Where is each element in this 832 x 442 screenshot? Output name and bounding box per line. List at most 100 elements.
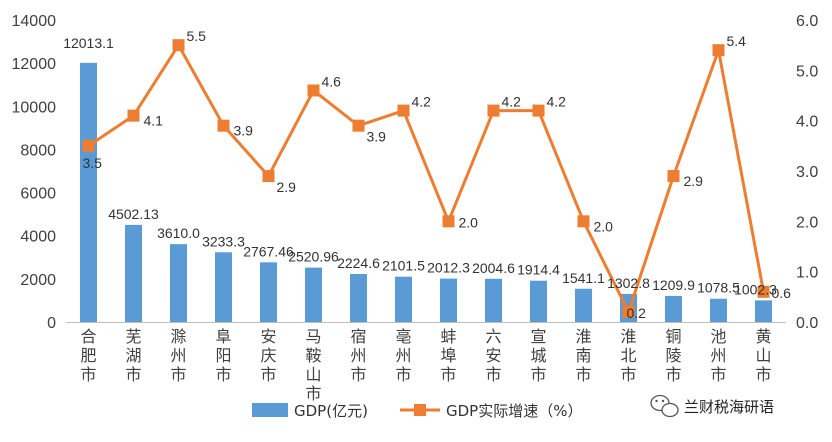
category-label: 宿: [350, 327, 366, 346]
watermark: 兰财税海研语: [650, 394, 774, 418]
bar: [350, 274, 367, 322]
category-label: 芜: [125, 327, 141, 346]
growth-marker: [397, 104, 410, 117]
bar-value-label: 1914.4: [517, 262, 560, 278]
bar: [665, 295, 682, 322]
bar-value-label: 1209.9: [652, 277, 695, 293]
growth-marker: [442, 215, 455, 228]
category-label: 亳: [395, 327, 411, 346]
left-axis-tick-label: 0: [47, 315, 56, 332]
growth-value-label: 4.1: [144, 113, 164, 129]
legend: GDP(亿元) GDP实际增速（%）: [252, 402, 582, 420]
bar-value-label: 2101.5: [382, 258, 425, 274]
growth-marker: [577, 215, 590, 228]
bar-value-label: 1302.8: [607, 275, 650, 291]
category-label: 铜: [665, 327, 681, 346]
category-label: 州: [710, 346, 726, 365]
category-label: 六: [485, 327, 501, 346]
category-label: 州: [350, 346, 366, 365]
left-axis-tick-label: 14000: [12, 13, 57, 30]
bar-value-label: 2767.46: [243, 243, 294, 259]
category-label: 山: [305, 365, 321, 384]
bar: [260, 262, 277, 322]
growth-marker: [262, 170, 275, 183]
growth-marker: [82, 139, 95, 152]
growth-marker: [127, 109, 140, 122]
right-axis-tick-label: 6.0: [796, 13, 818, 30]
bar: [170, 244, 187, 322]
category-label: 市: [170, 365, 186, 384]
growth-value-label: 4.2: [502, 94, 522, 110]
right-axis-tick-label: 1.0: [796, 265, 818, 282]
left-axis-tick-label: 10000: [12, 99, 57, 116]
growth-value-label: 2.9: [277, 179, 297, 195]
bar: [440, 278, 457, 322]
bar: [485, 278, 502, 322]
category-label: 山: [755, 346, 771, 365]
growth-value-label: 3.9: [234, 123, 254, 139]
bar-series: [80, 62, 772, 323]
growth-value-label: 2.0: [459, 214, 479, 230]
category-label: 市: [755, 365, 771, 384]
watermark-text: 兰财税海研语: [684, 398, 774, 416]
bar: [305, 267, 322, 322]
category-label: 市: [215, 365, 231, 384]
category-label: 庆: [260, 346, 276, 365]
bar-value-label: 2520.96: [288, 249, 339, 265]
category-label: 南: [575, 346, 591, 365]
growth-value-label: 2.9: [684, 173, 704, 189]
left-axis-tick-label: 8000: [20, 142, 56, 159]
legend-marker-growth: [414, 404, 426, 416]
growth-marker: [172, 39, 185, 52]
bar-value-label: 2012.3: [427, 260, 470, 276]
category-label: 阳: [215, 346, 231, 365]
bar: [395, 276, 412, 322]
category-label: 黄: [755, 327, 771, 346]
category-label: 北: [620, 346, 636, 365]
wechat-icon: [650, 394, 679, 418]
bar: [215, 252, 232, 322]
bar-value-label: 1078.5: [697, 280, 740, 296]
category-label: 城: [530, 346, 546, 365]
category-label: 市: [575, 365, 591, 384]
bar: [530, 280, 547, 322]
bar-value-label: 3610.0: [157, 225, 200, 241]
bar-value-label: 2224.6: [337, 255, 380, 271]
right-axis-tick-label: 5.0: [796, 63, 818, 80]
category-label: 滁: [170, 327, 186, 346]
category-label: 市: [80, 365, 96, 384]
category-label: 池: [710, 327, 726, 346]
right-axis-tick-label: 2.0: [796, 214, 818, 231]
category-label: 宣: [530, 327, 546, 346]
category-label: 市: [350, 365, 366, 384]
category-label: 市: [665, 365, 681, 384]
category-label: 市: [395, 365, 411, 384]
growth-marker: [622, 305, 635, 318]
category-labels: 合肥市芜湖市滁州市阜阳市安庆市马鞍山市宿州市亳州市蚌埠市六安市宣城市淮南市淮北市…: [80, 327, 771, 403]
bar: [710, 298, 727, 322]
growth-value-label: 3.9: [367, 129, 387, 145]
growth-marker: [532, 104, 545, 117]
growth-value-label: 4.2: [412, 94, 432, 110]
growth-marker: [667, 170, 680, 183]
bar: [125, 224, 142, 322]
right-axis-tick-label: 3.0: [796, 164, 818, 181]
bar: [575, 288, 592, 322]
category-label: 蚌: [440, 327, 456, 346]
bar-value-label: 1002.3: [734, 281, 777, 297]
category-label: 市: [485, 365, 501, 384]
growth-value-label: 5.5: [187, 28, 207, 44]
category-label: 鞍: [305, 346, 321, 365]
bar-value-label: 1541.1: [562, 270, 605, 286]
bar: [755, 300, 772, 322]
bar: [80, 62, 97, 323]
bar-value-label: 2004.6: [472, 260, 515, 276]
axes-layer: 0 2000 4000 6000 8000 10000 12000 14000 0.0 1.0 2.…: [12, 13, 819, 332]
legend-swatch-gdp: [252, 403, 288, 417]
category-label: 马: [305, 327, 321, 346]
growth-marker: [757, 285, 770, 298]
left-axis-tick-label: 12000: [12, 56, 57, 73]
growth-value-label: 5.4: [727, 33, 747, 49]
left-axis-tick-label: 2000: [20, 272, 56, 289]
category-label: 埠: [440, 346, 456, 365]
